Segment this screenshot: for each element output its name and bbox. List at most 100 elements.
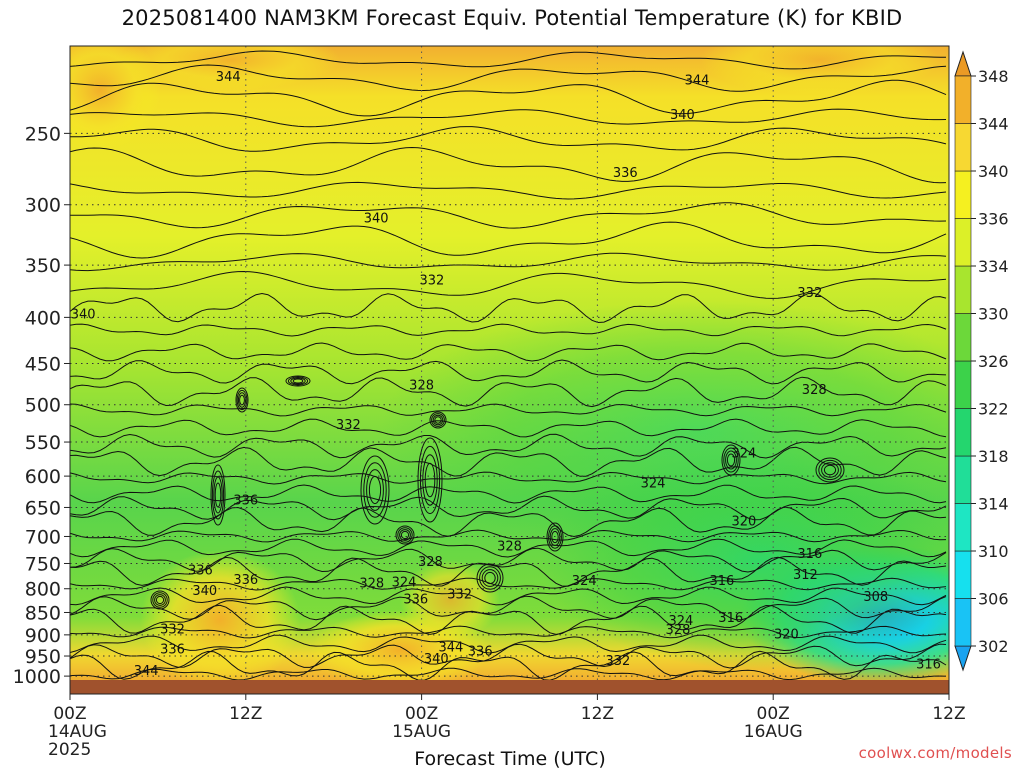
contour-line: [70, 547, 947, 573]
colorbar-max-arrow: [954, 50, 972, 77]
contour-line: [70, 667, 947, 680]
contour-line: [70, 529, 947, 543]
x-tick-label: 12Z: [581, 704, 614, 724]
grid-lines: [70, 46, 949, 680]
chart-title: 2025081400 NAM3KM Forecast Equiv. Potent…: [121, 6, 903, 30]
colorbar-label: 330: [978, 305, 1009, 324]
contour-line: [70, 538, 947, 558]
contour-cell: [549, 528, 561, 546]
contour-cell: [235, 387, 249, 413]
colorbar-swatch: [954, 550, 972, 599]
y-tick-label: 750: [25, 553, 61, 575]
contour-line: [70, 471, 947, 485]
x-axis-title: Forecast Time (UTC): [414, 748, 605, 768]
y-axis: 2503003504004505005506006507007508008509…: [13, 123, 70, 688]
contour-label: 328: [409, 379, 434, 394]
contour-line: [70, 643, 947, 669]
contour-cell: [476, 563, 504, 593]
contour-label: 332: [797, 286, 822, 301]
x-tick-sublabel: 14AUG: [48, 722, 107, 742]
colorbar-label: 314: [978, 495, 1009, 514]
colorbar-label: 310: [978, 542, 1009, 561]
contour-line: [70, 604, 947, 635]
y-tick-label: 600: [25, 466, 61, 488]
contour-label: 336: [233, 573, 258, 588]
contour-cell: [479, 566, 501, 590]
colorbar-label: 340: [978, 162, 1009, 181]
y-tick-label: 450: [25, 353, 61, 375]
contour-cell: [422, 454, 438, 506]
colorbar-label: 318: [978, 447, 1009, 466]
x-tick-label: 00Z: [757, 704, 790, 724]
colorbar-swatch: [954, 598, 972, 647]
contour-line: [70, 252, 947, 272]
colorbar-swatch: [954, 218, 972, 267]
contour-label: 336: [160, 643, 185, 658]
contour-cell: [434, 416, 442, 424]
contour-line: [70, 403, 947, 417]
colorbar-swatch: [954, 75, 972, 124]
contour-label: 324: [731, 447, 756, 462]
contour-cell: [363, 462, 387, 518]
y-tick-label: 800: [25, 579, 61, 601]
contour-cell: [211, 470, 225, 520]
contour-label: 344: [438, 640, 463, 655]
contour-label: 308: [863, 590, 888, 605]
credit-text: coolwx.com/models: [858, 744, 1012, 762]
colorbar-swatch: [954, 123, 972, 172]
contour-cell: [239, 394, 245, 406]
colorbar-swatch: [954, 360, 972, 409]
contour-cell: [368, 475, 382, 505]
contour-line: [70, 625, 947, 639]
x-tick-sublabel: 15AUG: [392, 722, 451, 742]
contour-label: 328: [666, 623, 691, 638]
contour-label: 336: [188, 564, 213, 579]
contour-label: 344: [134, 664, 159, 679]
contour-cell: [366, 469, 384, 511]
contour-cell: [432, 414, 444, 426]
contour-label: 316: [710, 574, 735, 589]
colorbar-label: 322: [978, 400, 1009, 419]
y-tick-label: 650: [25, 497, 61, 519]
contour-label: 336: [403, 592, 428, 607]
contour-label: 340: [364, 212, 389, 227]
contour-label: 320: [774, 628, 799, 643]
contour-line: [70, 79, 947, 117]
contour-cell: [417, 437, 443, 523]
contour-line: [70, 146, 947, 184]
contour-line: [70, 270, 947, 299]
contour-line: [70, 650, 947, 680]
contour-lines: [70, 50, 947, 680]
contour-label: 344: [685, 74, 710, 89]
ground-surface: [70, 680, 949, 694]
contour-line: [70, 108, 947, 128]
contour-cell: [546, 522, 564, 552]
contour-label: 332: [336, 418, 361, 433]
contour-cell: [292, 378, 304, 384]
contour-cell: [360, 455, 390, 525]
contour-cell: [395, 525, 415, 545]
contour-line: [70, 323, 947, 337]
y-tick-label: 900: [25, 625, 61, 647]
x-tick-sublabel: 2025: [48, 740, 91, 760]
contour-label: 328: [359, 576, 384, 591]
colorbar-swatch: [954, 503, 972, 552]
contour-line: [70, 586, 947, 606]
y-tick-label: 400: [25, 307, 61, 329]
contour-line: [70, 126, 947, 152]
contour-label: 324: [572, 574, 597, 589]
contour-label: 332: [419, 273, 444, 288]
contour-line: [70, 292, 947, 324]
contour-line: [70, 342, 947, 362]
contour-cell: [287, 376, 309, 386]
contour-label: 316: [718, 611, 743, 626]
colorbar-label: 344: [978, 115, 1009, 134]
contour-cell: [154, 594, 166, 606]
contour-cell: [823, 464, 837, 476]
colorbar-label: 326: [978, 352, 1009, 371]
contour-cell: [419, 445, 441, 515]
contour-cell: [723, 447, 739, 473]
contour-line: [70, 181, 947, 200]
